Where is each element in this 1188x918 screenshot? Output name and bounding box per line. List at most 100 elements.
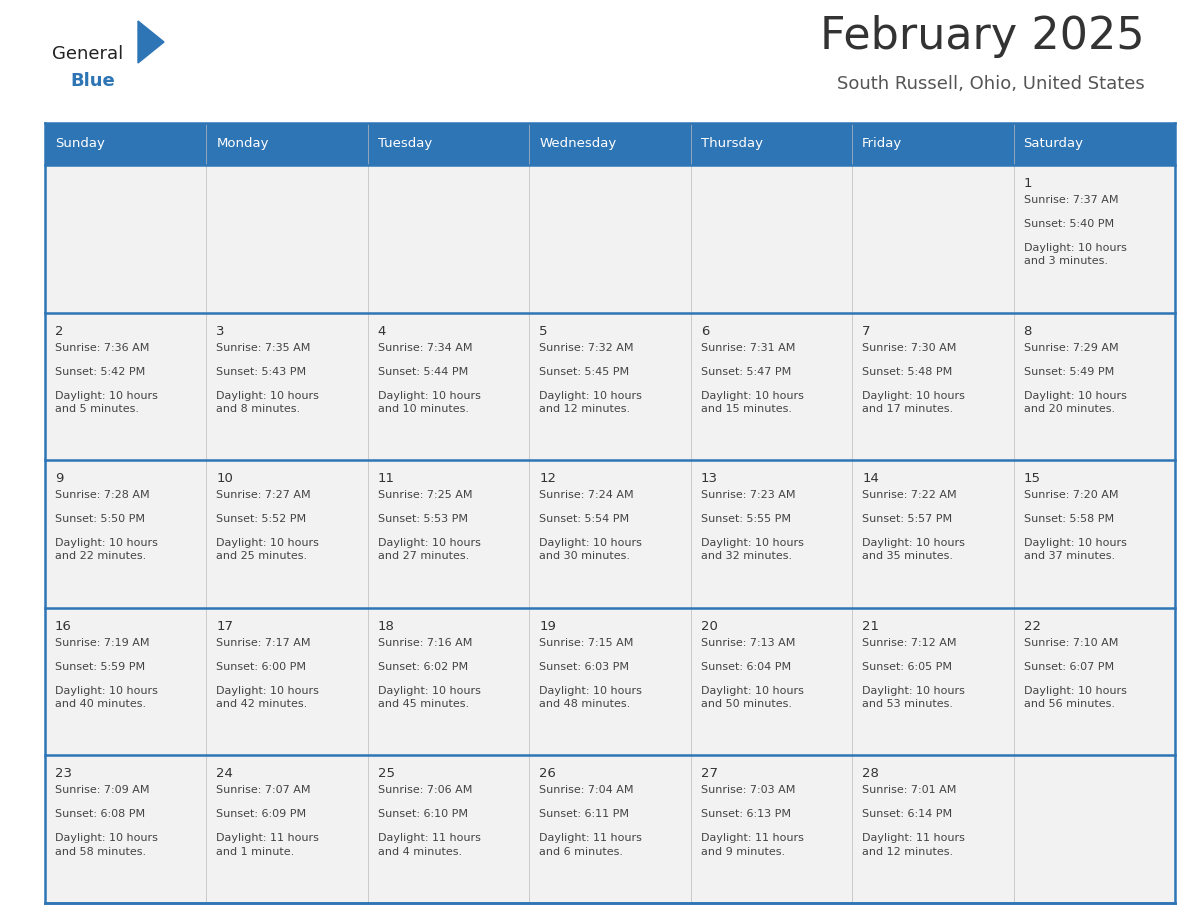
Text: Sunset: 5:59 PM: Sunset: 5:59 PM xyxy=(55,662,145,672)
Text: 16: 16 xyxy=(55,620,72,633)
Bar xyxy=(852,123,1013,165)
Text: Daylight: 10 hours
and 22 minutes.: Daylight: 10 hours and 22 minutes. xyxy=(55,538,158,562)
Text: Sunset: 5:58 PM: Sunset: 5:58 PM xyxy=(1024,514,1113,524)
Text: Sunset: 5:40 PM: Sunset: 5:40 PM xyxy=(1024,219,1113,229)
Text: Sunset: 6:10 PM: Sunset: 6:10 PM xyxy=(378,810,468,820)
Text: 15: 15 xyxy=(1024,472,1041,486)
Text: Daylight: 11 hours
and 9 minutes.: Daylight: 11 hours and 9 minutes. xyxy=(701,834,803,856)
Bar xyxy=(1013,608,1175,756)
Text: 17: 17 xyxy=(216,620,233,633)
Text: Sunset: 6:05 PM: Sunset: 6:05 PM xyxy=(862,662,952,672)
Text: South Russell, Ohio, United States: South Russell, Ohio, United States xyxy=(838,75,1145,93)
Bar xyxy=(207,608,368,756)
Text: Daylight: 10 hours
and 48 minutes.: Daylight: 10 hours and 48 minutes. xyxy=(539,686,643,709)
Text: 18: 18 xyxy=(378,620,394,633)
Bar xyxy=(45,165,207,313)
Text: Daylight: 10 hours
and 27 minutes.: Daylight: 10 hours and 27 minutes. xyxy=(378,538,481,562)
Text: 12: 12 xyxy=(539,472,556,486)
Text: 23: 23 xyxy=(55,767,72,780)
Bar xyxy=(368,123,530,165)
Text: Sunset: 5:49 PM: Sunset: 5:49 PM xyxy=(1024,366,1114,376)
Bar xyxy=(690,313,852,460)
Text: Sunset: 5:50 PM: Sunset: 5:50 PM xyxy=(55,514,145,524)
Bar xyxy=(45,756,207,903)
Bar xyxy=(368,460,530,608)
Text: 21: 21 xyxy=(862,620,879,633)
Text: Sunrise: 7:06 AM: Sunrise: 7:06 AM xyxy=(378,786,473,795)
Polygon shape xyxy=(138,21,164,63)
Text: 26: 26 xyxy=(539,767,556,780)
Text: Daylight: 10 hours
and 25 minutes.: Daylight: 10 hours and 25 minutes. xyxy=(216,538,320,562)
Text: 9: 9 xyxy=(55,472,63,486)
Bar xyxy=(45,460,207,608)
Text: Sunset: 6:08 PM: Sunset: 6:08 PM xyxy=(55,810,145,820)
Text: Sunrise: 7:31 AM: Sunrise: 7:31 AM xyxy=(701,342,795,353)
Text: Daylight: 10 hours
and 5 minutes.: Daylight: 10 hours and 5 minutes. xyxy=(55,390,158,414)
Bar xyxy=(530,123,690,165)
Text: February 2025: February 2025 xyxy=(821,15,1145,58)
Text: 14: 14 xyxy=(862,472,879,486)
Text: Sunset: 6:13 PM: Sunset: 6:13 PM xyxy=(701,810,791,820)
Text: Daylight: 10 hours
and 20 minutes.: Daylight: 10 hours and 20 minutes. xyxy=(1024,390,1126,414)
Text: Sunday: Sunday xyxy=(55,138,105,151)
Text: Sunrise: 7:07 AM: Sunrise: 7:07 AM xyxy=(216,786,311,795)
Text: Daylight: 10 hours
and 32 minutes.: Daylight: 10 hours and 32 minutes. xyxy=(701,538,803,562)
Bar xyxy=(852,608,1013,756)
Text: Daylight: 10 hours
and 10 minutes.: Daylight: 10 hours and 10 minutes. xyxy=(378,390,481,414)
Bar xyxy=(368,313,530,460)
Text: Sunrise: 7:16 AM: Sunrise: 7:16 AM xyxy=(378,638,473,648)
Bar xyxy=(368,165,530,313)
Text: Sunrise: 7:13 AM: Sunrise: 7:13 AM xyxy=(701,638,795,648)
Bar xyxy=(530,313,690,460)
Text: Daylight: 10 hours
and 53 minutes.: Daylight: 10 hours and 53 minutes. xyxy=(862,686,965,709)
Bar xyxy=(1013,165,1175,313)
Text: Daylight: 10 hours
and 8 minutes.: Daylight: 10 hours and 8 minutes. xyxy=(216,390,320,414)
Bar xyxy=(852,460,1013,608)
Text: Sunset: 5:55 PM: Sunset: 5:55 PM xyxy=(701,514,791,524)
Bar xyxy=(207,756,368,903)
Text: Sunrise: 7:30 AM: Sunrise: 7:30 AM xyxy=(862,342,956,353)
Text: Daylight: 10 hours
and 58 minutes.: Daylight: 10 hours and 58 minutes. xyxy=(55,834,158,856)
Text: Sunrise: 7:03 AM: Sunrise: 7:03 AM xyxy=(701,786,795,795)
Text: Sunrise: 7:22 AM: Sunrise: 7:22 AM xyxy=(862,490,956,500)
Text: 22: 22 xyxy=(1024,620,1041,633)
Text: Sunrise: 7:35 AM: Sunrise: 7:35 AM xyxy=(216,342,311,353)
Text: 10: 10 xyxy=(216,472,233,486)
Text: Daylight: 11 hours
and 6 minutes.: Daylight: 11 hours and 6 minutes. xyxy=(539,834,643,856)
Text: Daylight: 10 hours
and 37 minutes.: Daylight: 10 hours and 37 minutes. xyxy=(1024,538,1126,562)
Text: Daylight: 10 hours
and 15 minutes.: Daylight: 10 hours and 15 minutes. xyxy=(701,390,803,414)
Text: 5: 5 xyxy=(539,325,548,338)
Bar xyxy=(852,756,1013,903)
Text: Blue: Blue xyxy=(70,72,115,90)
Text: Sunset: 6:02 PM: Sunset: 6:02 PM xyxy=(378,662,468,672)
Text: Daylight: 10 hours
and 42 minutes.: Daylight: 10 hours and 42 minutes. xyxy=(216,686,320,709)
Bar xyxy=(1013,313,1175,460)
Text: Sunset: 6:14 PM: Sunset: 6:14 PM xyxy=(862,810,953,820)
Bar xyxy=(368,756,530,903)
Text: Sunrise: 7:28 AM: Sunrise: 7:28 AM xyxy=(55,490,150,500)
Text: Daylight: 11 hours
and 1 minute.: Daylight: 11 hours and 1 minute. xyxy=(216,834,320,856)
Bar xyxy=(690,165,852,313)
Text: Sunset: 5:45 PM: Sunset: 5:45 PM xyxy=(539,366,630,376)
Text: 11: 11 xyxy=(378,472,394,486)
Bar xyxy=(45,123,207,165)
Text: Sunset: 6:07 PM: Sunset: 6:07 PM xyxy=(1024,662,1113,672)
Text: Sunrise: 7:32 AM: Sunrise: 7:32 AM xyxy=(539,342,633,353)
Bar xyxy=(368,608,530,756)
Text: Sunrise: 7:15 AM: Sunrise: 7:15 AM xyxy=(539,638,633,648)
Text: Sunset: 5:54 PM: Sunset: 5:54 PM xyxy=(539,514,630,524)
Text: Monday: Monday xyxy=(216,138,268,151)
Text: 6: 6 xyxy=(701,325,709,338)
Text: Friday: Friday xyxy=(862,138,903,151)
Text: 19: 19 xyxy=(539,620,556,633)
Text: Sunrise: 7:36 AM: Sunrise: 7:36 AM xyxy=(55,342,150,353)
Text: Sunrise: 7:25 AM: Sunrise: 7:25 AM xyxy=(378,490,473,500)
Text: Sunset: 5:43 PM: Sunset: 5:43 PM xyxy=(216,366,307,376)
Bar xyxy=(690,756,852,903)
Text: 27: 27 xyxy=(701,767,718,780)
Text: Tuesday: Tuesday xyxy=(378,138,432,151)
Text: Sunrise: 7:23 AM: Sunrise: 7:23 AM xyxy=(701,490,795,500)
Text: Sunrise: 7:27 AM: Sunrise: 7:27 AM xyxy=(216,490,311,500)
Text: Sunset: 6:00 PM: Sunset: 6:00 PM xyxy=(216,662,307,672)
Bar xyxy=(207,123,368,165)
